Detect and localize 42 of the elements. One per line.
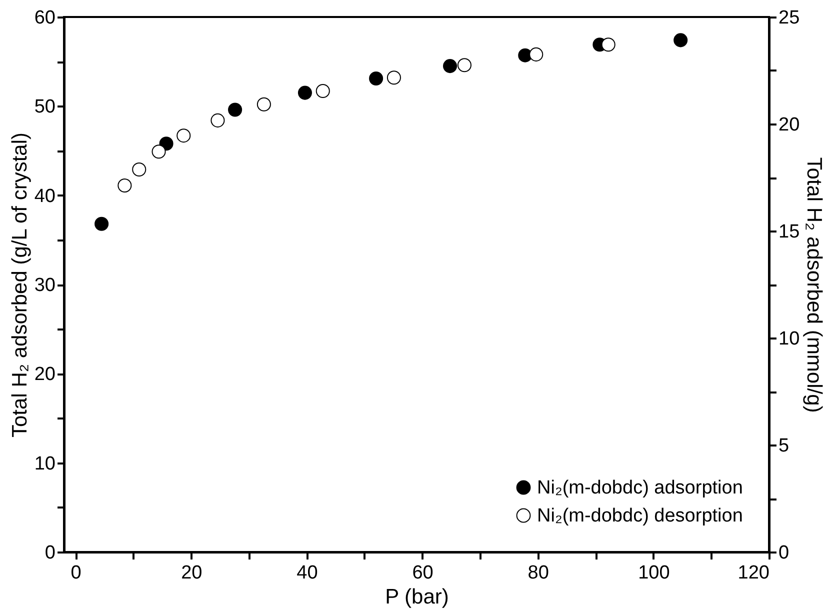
x-tick-label: 100 <box>638 562 670 584</box>
x-tick-label: 40 <box>296 562 318 584</box>
y-tick-label: 50 <box>34 96 56 118</box>
point <box>529 47 544 62</box>
y-tick-label: 10 <box>34 453 56 474</box>
point <box>228 102 242 117</box>
y2-tick-label: 25 <box>778 8 800 28</box>
point <box>457 58 472 72</box>
point <box>442 59 458 74</box>
y-tick-label: 30 <box>34 275 56 296</box>
y-tick-label: 40 <box>34 186 56 207</box>
x-tick-label: 20 <box>181 562 202 584</box>
y2-axis-title: Total H₂ adsorbed (mmol/g) <box>802 157 826 413</box>
x-tick-label: 60 <box>412 562 434 584</box>
point <box>132 162 146 176</box>
y2-tick-label: 0 <box>778 542 790 564</box>
y-tick-label: 20 <box>34 364 56 386</box>
y-tick-label: 60 <box>34 8 56 28</box>
y-tick-label: 0 <box>44 542 56 564</box>
y2-tick-label: 20 <box>778 114 800 136</box>
x-tick-label: 120 <box>738 562 770 584</box>
point <box>118 178 132 193</box>
y2-tick-label: 5 <box>778 436 790 456</box>
x-axis-title: P (bar) <box>385 586 449 608</box>
legend-label: Ni₂(m-dobdc) adsorption <box>537 478 743 498</box>
point <box>210 113 225 128</box>
x-tick-label: 80 <box>528 562 549 584</box>
x-tick-label: 0 <box>70 562 82 584</box>
point <box>176 128 191 143</box>
point <box>369 72 384 86</box>
point <box>386 70 401 85</box>
y2-tick-label: 15 <box>778 222 800 242</box>
point <box>152 144 166 159</box>
point <box>316 84 330 98</box>
point <box>298 86 312 100</box>
point <box>94 216 109 231</box>
legend-label: Ni₂(m-dobdc) desorption <box>537 506 743 526</box>
point <box>256 97 271 112</box>
point <box>601 38 616 52</box>
y-axis-title: Total H₂ adsorbed (g/L of crystal) <box>8 132 32 438</box>
point <box>674 33 688 48</box>
y2-tick-label: 10 <box>778 328 800 350</box>
